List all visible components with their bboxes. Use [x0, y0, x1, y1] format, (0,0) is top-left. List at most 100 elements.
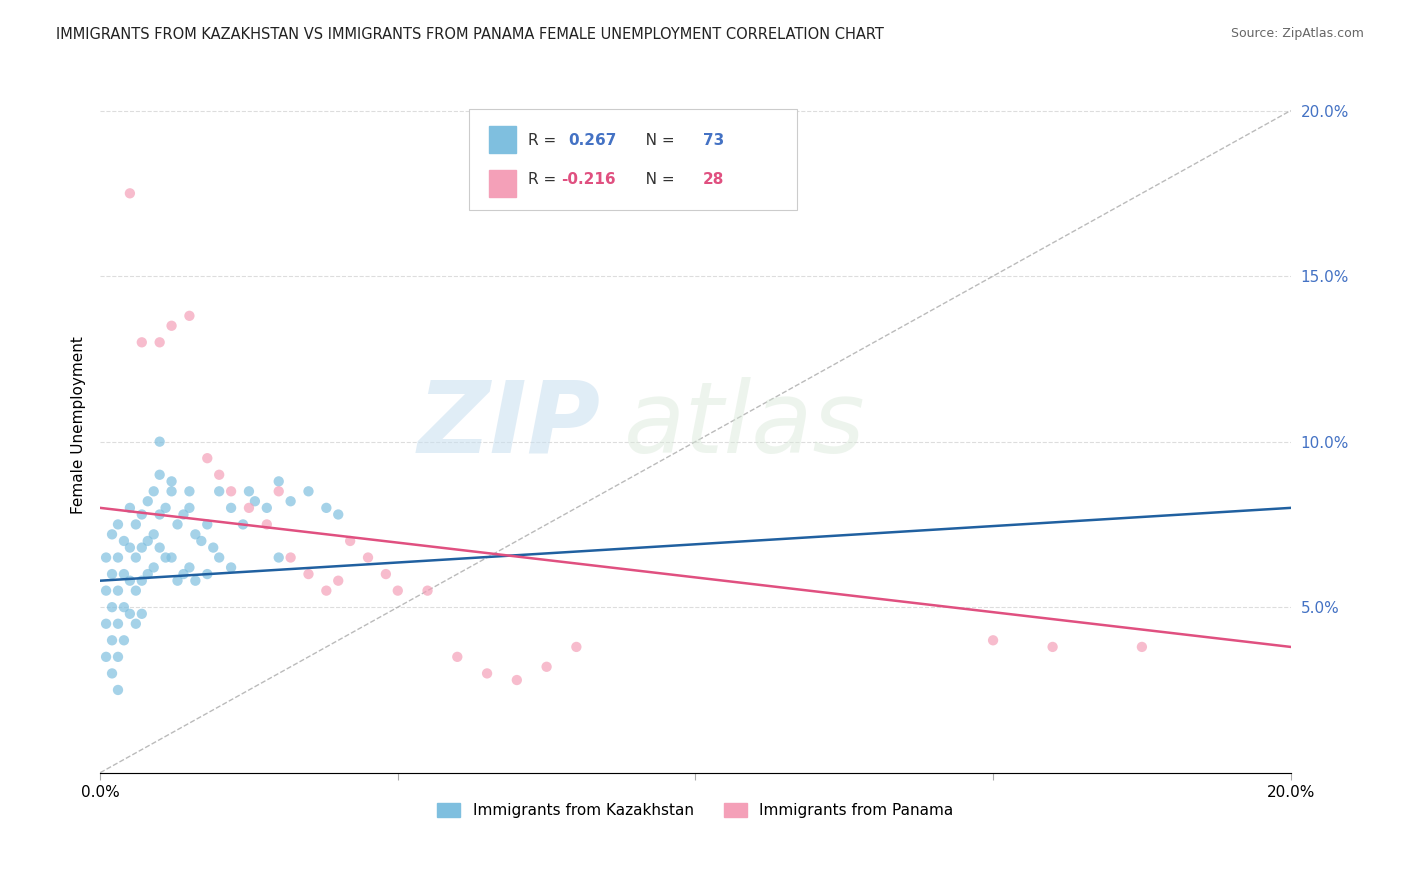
Point [315, 583, 337, 598]
Point [256, 517, 278, 532]
Point [149, 541, 172, 555]
Point [981, 633, 1004, 648]
Point [155, 550, 177, 565]
Point [179, 560, 201, 574]
Text: atlas: atlas [624, 376, 866, 474]
Point [184, 574, 207, 588]
Point [195, 517, 218, 532]
Bar [489, 170, 516, 196]
Point [166, 517, 188, 532]
Point [238, 500, 260, 515]
Point [118, 574, 141, 588]
Point [387, 583, 409, 598]
Point [112, 567, 135, 582]
Point [267, 550, 290, 565]
Bar [489, 126, 516, 153]
Point [506, 673, 529, 687]
Point [166, 574, 188, 588]
Point [219, 500, 242, 515]
Point [94, 550, 117, 565]
Point [118, 186, 141, 201]
Point [195, 451, 218, 466]
Text: ZIP: ZIP [418, 376, 600, 474]
Point [565, 640, 588, 654]
Point [280, 494, 302, 508]
Y-axis label: Female Unemployment: Female Unemployment [72, 336, 86, 514]
Point [357, 550, 380, 565]
Point [112, 600, 135, 615]
Point [179, 484, 201, 499]
Point [238, 484, 260, 499]
Point [172, 508, 194, 522]
Point [219, 560, 242, 574]
Point [149, 508, 172, 522]
Point [184, 527, 207, 541]
Point [267, 484, 290, 499]
Point [297, 484, 319, 499]
Point [446, 649, 468, 664]
Point [94, 649, 117, 664]
Point [107, 550, 129, 565]
Point [232, 517, 254, 532]
Point [112, 633, 135, 648]
FancyBboxPatch shape [470, 109, 797, 210]
Text: 0.267: 0.267 [568, 133, 616, 148]
Text: N =: N = [631, 133, 679, 148]
Text: IMMIGRANTS FROM KAZAKHSTAN VS IMMIGRANTS FROM PANAMA FEMALE UNEMPLOYMENT CORRELA: IMMIGRANTS FROM KAZAKHSTAN VS IMMIGRANTS… [56, 27, 884, 42]
Point [160, 484, 183, 499]
Point [280, 550, 302, 565]
Point [155, 500, 177, 515]
Point [179, 309, 201, 323]
Point [149, 335, 172, 350]
Point [328, 574, 350, 588]
Text: 73: 73 [703, 133, 724, 148]
Point [149, 467, 172, 482]
Point [208, 467, 231, 482]
Point [131, 574, 153, 588]
Text: -0.216: -0.216 [561, 172, 616, 187]
Point [125, 517, 148, 532]
Text: R =: R = [527, 133, 565, 148]
Point [131, 541, 153, 555]
Point [315, 500, 337, 515]
Point [1130, 640, 1153, 654]
Point [125, 616, 148, 631]
Point [179, 500, 201, 515]
Point [107, 583, 129, 598]
Point [131, 335, 153, 350]
Point [297, 567, 319, 582]
Point [475, 666, 498, 681]
Point [256, 500, 278, 515]
Point [101, 666, 124, 681]
Point [328, 508, 350, 522]
Point [190, 533, 212, 548]
Point [149, 434, 172, 449]
Point [536, 660, 558, 674]
Text: 28: 28 [703, 172, 724, 187]
Point [142, 484, 165, 499]
Point [195, 567, 218, 582]
Text: Source: ZipAtlas.com: Source: ZipAtlas.com [1230, 27, 1364, 40]
Point [107, 616, 129, 631]
Point [416, 583, 439, 598]
Point [112, 533, 135, 548]
Point [136, 533, 159, 548]
Point [142, 560, 165, 574]
Point [107, 649, 129, 664]
Point [142, 527, 165, 541]
Point [160, 550, 183, 565]
Point [267, 475, 290, 489]
Point [339, 533, 361, 548]
Point [101, 600, 124, 615]
Point [243, 494, 266, 508]
Point [101, 633, 124, 648]
Point [107, 683, 129, 698]
Point [94, 616, 117, 631]
Point [125, 550, 148, 565]
Point [208, 484, 231, 499]
Point [160, 475, 183, 489]
Text: R =: R = [527, 172, 561, 187]
Point [1042, 640, 1064, 654]
Point [101, 527, 124, 541]
Point [136, 494, 159, 508]
